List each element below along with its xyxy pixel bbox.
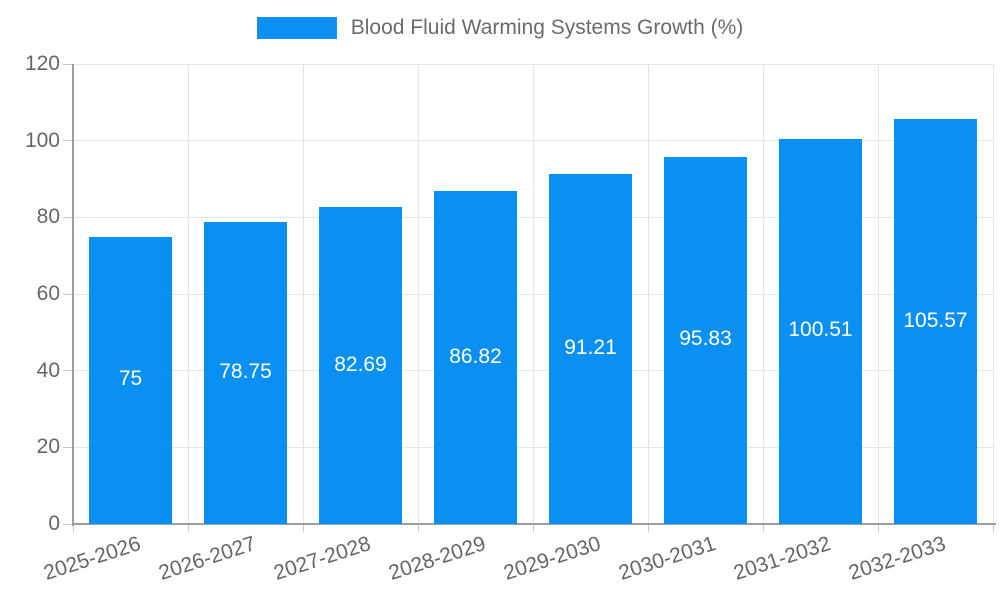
bar-value-label: 82.69	[334, 352, 387, 376]
legend-item[interactable]: Blood Fluid Warming Systems Growth (%)	[0, 16, 1000, 40]
bar-value-label: 91.21	[564, 336, 617, 360]
x-gridline	[647, 64, 649, 524]
bar[interactable]	[434, 191, 517, 524]
y-axis-label: 20	[36, 435, 60, 459]
x-axis-label: 2026-2027	[155, 532, 259, 585]
bar-value-label: 75	[118, 367, 143, 391]
legend-swatch	[256, 17, 337, 39]
x-axis-label: 2029-2030	[500, 532, 604, 585]
legend-label: Blood Fluid Warming Systems Growth (%)	[350, 16, 744, 39]
x-gridline	[417, 64, 419, 524]
x-tick	[302, 524, 304, 532]
bar[interactable]	[779, 138, 862, 524]
x-axis-label: 2028-2029	[385, 532, 489, 585]
x-gridline	[877, 64, 879, 524]
x-gridline	[532, 64, 534, 524]
y-tick	[63, 140, 73, 142]
y-axis-label: 0	[48, 512, 60, 535]
y-tick	[63, 446, 73, 448]
y-axis-label: 40	[36, 358, 60, 382]
x-axis-label: 2025-2026	[40, 532, 144, 585]
y-tick	[63, 370, 73, 372]
y-axis-label: 80	[36, 205, 60, 229]
bar[interactable]	[894, 119, 977, 524]
x-tick	[532, 524, 534, 532]
x-gridline	[992, 64, 994, 524]
x-axis-label: 2031-2032	[730, 532, 834, 585]
bar[interactable]	[664, 156, 747, 524]
x-axis-label: 2027-2028	[270, 532, 374, 585]
y-tick	[63, 523, 73, 525]
y-axis-label: 100	[24, 128, 60, 152]
x-tick	[647, 524, 649, 532]
x-axis-label: 2030-2031	[615, 532, 719, 585]
bar[interactable]	[204, 222, 287, 524]
x-axis-label: 2032-2033	[845, 532, 949, 585]
y-tick	[63, 293, 73, 295]
bar[interactable]	[319, 207, 402, 524]
bar-value-label: 95.83	[679, 327, 732, 351]
y-tick	[63, 63, 73, 65]
bar[interactable]	[549, 174, 632, 524]
bar-value-label: 86.82	[449, 344, 502, 368]
x-tick	[72, 524, 74, 532]
x-gridline	[762, 64, 764, 524]
bar-value-label: 105.57	[903, 308, 968, 332]
x-gridline	[302, 64, 304, 524]
x-tick	[992, 524, 994, 532]
x-tick	[187, 524, 189, 532]
x-axis-line	[72, 523, 996, 525]
bar-value-label: 78.75	[219, 360, 272, 384]
y-axis-label: 120	[24, 52, 60, 75]
y-axis-label: 60	[36, 282, 60, 305]
x-tick	[762, 524, 764, 532]
x-tick	[877, 524, 879, 532]
bar[interactable]	[89, 236, 172, 524]
x-gridline	[187, 64, 189, 524]
y-tick	[63, 216, 73, 218]
bar-value-label: 100.51	[788, 318, 853, 342]
y-axis-line	[72, 64, 74, 526]
x-tick	[417, 524, 419, 532]
